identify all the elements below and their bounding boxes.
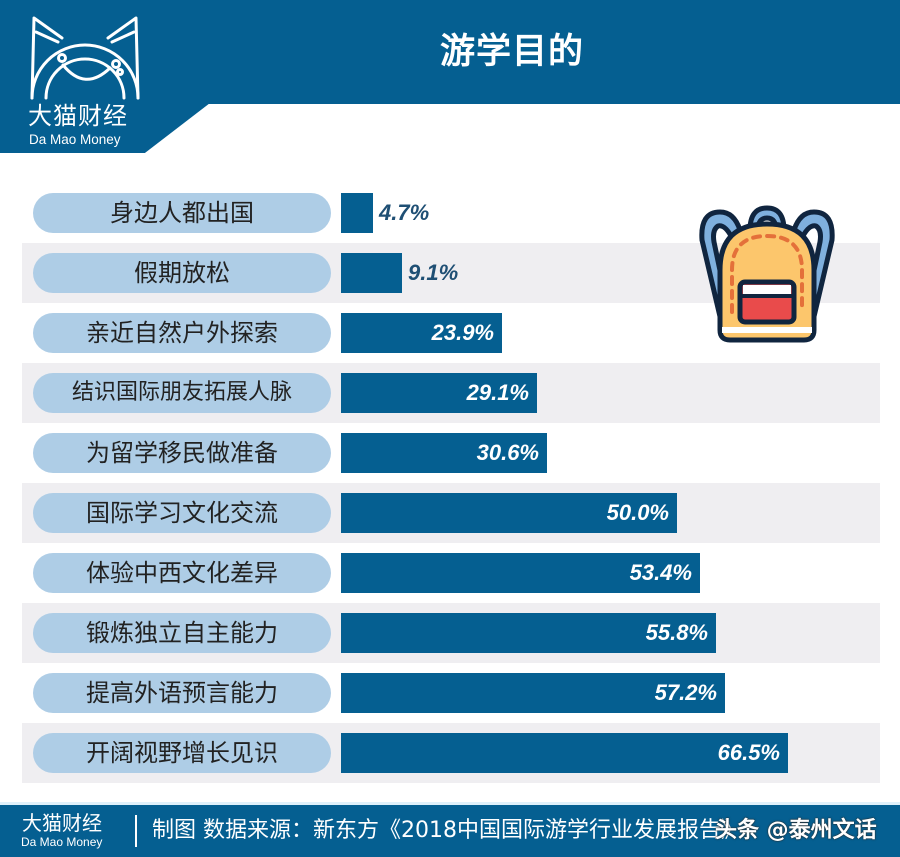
value-bar — [341, 673, 725, 713]
footer-logo-chinese: 大猫财经 — [22, 811, 102, 835]
value-bar — [341, 253, 402, 293]
category-label: 身边人都出国 — [33, 193, 331, 233]
brand-logo: 大猫财经 Da Mao Money — [20, 10, 150, 150]
category-label: 假期放松 — [33, 253, 331, 293]
category-label: 开阔视野增长见识 — [33, 733, 331, 773]
value-label: 29.1% — [466, 380, 529, 405]
category-label: 结识国际朋友拓展人脉 — [33, 373, 331, 413]
category-label: 为留学移民做准备 — [33, 433, 331, 473]
value-label: 30.6% — [476, 440, 539, 465]
value-bar — [341, 553, 700, 593]
cat-face-logo-icon — [30, 16, 140, 100]
value-bar — [341, 613, 716, 653]
chart-row: 身边人都出国 4.7% — [22, 183, 880, 243]
footer-divider — [135, 815, 137, 847]
chart-row: 为留学移民做准备 30.6% — [22, 423, 880, 483]
value-label: 55.8% — [645, 620, 708, 645]
chart-row: 开阔视野增长见识 66.5% — [22, 723, 880, 783]
value-label: 53.4% — [629, 560, 692, 585]
value-label: 50.0% — [606, 500, 669, 525]
category-label: 锻炼独立自主能力 — [33, 613, 331, 653]
category-label: 体验中西文化差异 — [33, 553, 331, 593]
value-bar — [341, 373, 537, 413]
value-label: 57.2% — [654, 680, 717, 705]
value-bar — [341, 493, 677, 533]
footer-logo-english: Da Mao Money — [21, 835, 103, 849]
value-label: 23.9% — [431, 320, 494, 345]
footer-bar: 大猫财经 Da Mao Money 制图 数据来源：新东方《2018中国国际游学… — [0, 802, 900, 857]
category-label: 国际学习文化交流 — [33, 493, 331, 533]
value-label: 4.7% — [379, 200, 430, 225]
chart-row: 体验中西文化差异 53.4% — [22, 543, 880, 603]
chart-row: 提高外语预言能力 57.2% — [22, 663, 880, 723]
value-bar — [341, 733, 788, 773]
backpack-icon — [699, 205, 835, 343]
value-bar — [341, 433, 547, 473]
category-label: 亲近自然户外探索 — [33, 313, 331, 353]
logo-chinese-name: 大猫财经 — [28, 102, 128, 130]
value-label: 66.5% — [717, 740, 780, 765]
data-source-text: 制图 数据来源：新东方《2018中国国际游学行业发展报告》 — [152, 818, 743, 843]
chart-row: 锻炼独立自主能力 55.8% — [22, 603, 880, 663]
logo-english-name: Da Mao Money — [29, 132, 121, 147]
chart-row: 结识国际朋友拓展人脉 29.1% — [22, 363, 880, 423]
category-label: 提高外语预言能力 — [33, 673, 331, 713]
value-bar — [341, 313, 502, 353]
chart-row: 亲近自然户外探索 23.9% — [22, 303, 880, 363]
watermark-text: 头条 @泰州文话 — [715, 818, 877, 843]
header-banner — [0, 0, 900, 104]
page-title: 游学目的 — [440, 32, 585, 72]
value-label: 9.1% — [408, 260, 459, 285]
value-bar — [341, 193, 373, 233]
chart-row: 国际学习文化交流 50.0% — [22, 483, 880, 543]
